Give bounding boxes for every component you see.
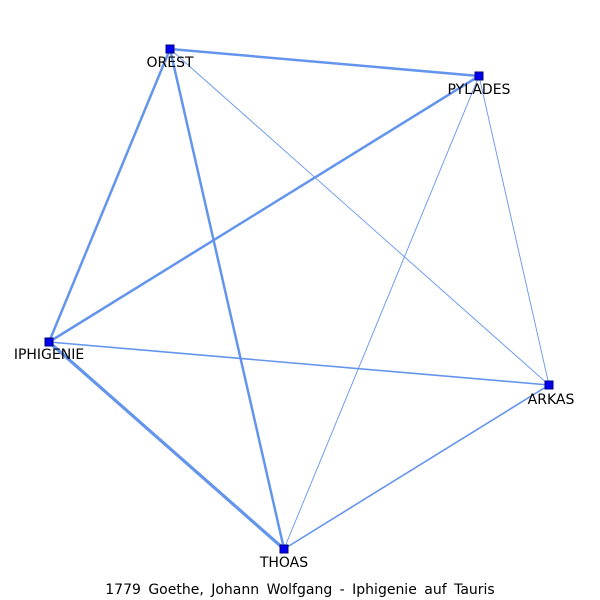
edge-orest-thoas	[168, 47, 286, 551]
graph-caption: 1779 Goethe, Johann Wolfgang - Iphigenie…	[105, 582, 495, 598]
node-label-thoas: THOAS	[259, 555, 308, 571]
node-marker-thoas	[279, 544, 289, 554]
node-thoas: THOAS	[259, 544, 308, 571]
node-marker-pylades	[474, 71, 484, 81]
edge-iphigenie-thoas	[47, 340, 286, 551]
edges-layer	[47, 47, 550, 551]
node-arkas: ARKAS	[528, 380, 575, 408]
node-marker-arkas	[544, 380, 554, 390]
edge-orest-iphigenie	[47, 47, 172, 344]
edge-thoas-arkas	[283, 384, 550, 550]
edge-orest-arkas	[169, 48, 550, 386]
node-marker-iphigenie	[44, 337, 54, 347]
node-label-arkas: ARKAS	[528, 392, 575, 408]
node-orest: OREST	[146, 44, 194, 71]
node-label-orest: OREST	[146, 55, 193, 71]
node-pylades: PYLADES	[448, 71, 511, 98]
edge-orest-pylades	[168, 47, 481, 78]
node-label-iphigenie: IPHIGENIE	[14, 347, 84, 363]
node-label-pylades: PYLADES	[448, 82, 511, 98]
edge-pylades-arkas	[478, 75, 550, 386]
edge-iphigenie-arkas	[48, 341, 550, 386]
node-marker-orest	[165, 44, 175, 54]
edge-pylades-thoas	[283, 75, 480, 550]
edge-pylades-iphigenie	[47, 74, 481, 344]
nodes-layer: OREST PYLADES IPHIGENIE ARKAS THOAS	[14, 44, 575, 571]
node-iphigenie: IPHIGENIE	[14, 337, 84, 363]
